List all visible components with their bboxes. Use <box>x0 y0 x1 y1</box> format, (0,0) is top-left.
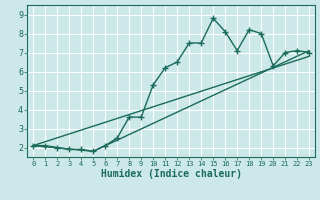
X-axis label: Humidex (Indice chaleur): Humidex (Indice chaleur) <box>101 169 242 179</box>
